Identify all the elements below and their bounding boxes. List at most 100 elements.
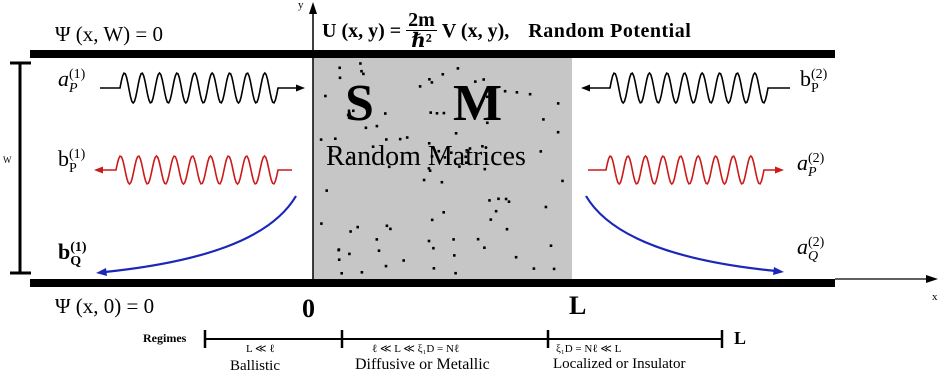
impurity-dot bbox=[539, 150, 543, 153]
impurity-dot bbox=[429, 111, 432, 114]
impurity-dot bbox=[482, 78, 485, 81]
impurity-dot bbox=[428, 169, 432, 172]
impurity-dot bbox=[544, 205, 548, 209]
impurity-dot bbox=[430, 81, 434, 84]
impurity-dot bbox=[488, 199, 491, 202]
origin-label: 0 bbox=[302, 294, 315, 323]
transmitted-wave-right bbox=[588, 154, 776, 186]
y-axis-label: y bbox=[298, 0, 304, 11]
impurity-dot bbox=[352, 109, 355, 113]
impurity-dot bbox=[346, 113, 350, 117]
impurity-dot bbox=[465, 149, 468, 152]
impurity-dot bbox=[338, 76, 342, 80]
impurity-dot bbox=[464, 155, 467, 159]
reflected-wave-left-arrow bbox=[94, 166, 103, 174]
incoming-wave-left bbox=[100, 71, 297, 105]
impurity-dot bbox=[324, 94, 327, 98]
regime-scale-end-label: L bbox=[734, 328, 747, 348]
impurity-dot bbox=[340, 272, 343, 275]
top-wall bbox=[30, 50, 835, 58]
impurity-dot bbox=[377, 249, 381, 252]
impurity-dot bbox=[505, 227, 509, 231]
impurity-dot bbox=[418, 85, 422, 88]
impurity-dot bbox=[422, 178, 426, 182]
impurity-dot bbox=[398, 137, 402, 141]
impurity-dot bbox=[435, 112, 439, 115]
impurity-dot bbox=[405, 136, 409, 139]
impurity-dot bbox=[432, 267, 436, 270]
impurity-dot bbox=[375, 238, 379, 241]
impurity-dot bbox=[552, 267, 556, 271]
impurity-dot bbox=[349, 230, 352, 233]
impurity-dot bbox=[504, 197, 508, 201]
impurity-dot bbox=[464, 161, 468, 164]
evanescent-mode-right-arrow bbox=[773, 267, 784, 275]
impurity-dot bbox=[474, 80, 477, 83]
regime-name-diffusive: Diffusive or Metallic bbox=[355, 356, 490, 373]
impurity-dot bbox=[427, 142, 431, 145]
regime-condition-diffusive: ℓ ≪ L ≪ ξ₁D = Nℓ bbox=[372, 343, 460, 355]
impurity-dot bbox=[360, 271, 364, 274]
x-axis-label: x bbox=[932, 291, 938, 303]
impurity-dot bbox=[338, 66, 341, 70]
impurity-dot bbox=[515, 91, 519, 94]
impurity-dot bbox=[360, 69, 363, 73]
impurity-dot bbox=[453, 254, 456, 257]
impurity-dot bbox=[542, 118, 545, 121]
impurity-dot bbox=[427, 167, 431, 170]
top-boundary-condition: Ψ (x, W) = 0 bbox=[55, 22, 164, 46]
regime-condition-ballistic: L ≪ ℓ bbox=[246, 343, 275, 355]
bottom-boundary-condition: Ψ (x, 0) = 0 bbox=[55, 294, 155, 318]
impurity-dot bbox=[385, 138, 388, 141]
regime-name-localized: Localized or Insulator bbox=[553, 356, 686, 372]
impurity-dot bbox=[483, 167, 487, 171]
incoming-wave-right bbox=[589, 71, 790, 105]
left-evanescent-amplitude: b (1) Q bbox=[58, 239, 87, 269]
potential-fraction: 2m ℏ² bbox=[406, 10, 437, 51]
impurity-dot bbox=[458, 165, 461, 168]
incoming-wave-right-arrow bbox=[581, 84, 590, 92]
left-reflected-amplitude: b (1) P bbox=[58, 146, 86, 176]
y-axis-arrow bbox=[309, 2, 317, 14]
impurity-dot bbox=[362, 72, 365, 76]
evanescent-mode-left-arrow bbox=[96, 268, 107, 276]
bottom-wall bbox=[30, 279, 835, 287]
impurity-dot bbox=[454, 132, 458, 135]
impurity-dot bbox=[442, 211, 445, 214]
impurity-dot bbox=[556, 102, 560, 105]
right-incoming-amplitude: b (2) P bbox=[800, 66, 828, 96]
right-transmitted-amplitude: a (2) P bbox=[797, 150, 825, 180]
impurity-dot bbox=[430, 155, 434, 158]
impurity-dot bbox=[528, 92, 532, 96]
potential-lhs: U (x, y) = bbox=[322, 19, 402, 42]
potential-numerator: 2m bbox=[406, 9, 437, 31]
m-matrix-letter: M bbox=[453, 75, 503, 132]
impurity-dot bbox=[441, 73, 445, 76]
impurity-dot bbox=[337, 248, 340, 252]
impurity-dot bbox=[356, 225, 359, 229]
impurity-dot bbox=[549, 244, 553, 247]
impurity-dot bbox=[319, 138, 323, 141]
impurity-dot bbox=[456, 67, 460, 70]
impurity-dot bbox=[443, 156, 447, 159]
impurity-dot bbox=[384, 112, 387, 115]
width-label: W bbox=[3, 155, 12, 165]
impurity-dot bbox=[402, 259, 405, 262]
regime-name-ballistic: Ballistic bbox=[230, 358, 280, 374]
impurity-dot bbox=[427, 239, 431, 243]
impurity-dot bbox=[384, 264, 388, 268]
x-axis-arrow bbox=[926, 275, 938, 283]
impurity-dot bbox=[489, 218, 493, 221]
impurity-dot bbox=[348, 252, 351, 256]
impurity-dot bbox=[437, 149, 441, 153]
impurity-dot bbox=[483, 246, 486, 249]
evanescent-mode-left bbox=[104, 195, 297, 274]
right-evanescent-amplitude: a (2) Q bbox=[797, 234, 825, 264]
impurity-dot bbox=[359, 62, 362, 65]
impurity-dot bbox=[334, 137, 337, 140]
regimes-title: Regimes bbox=[143, 331, 187, 345]
potential-denominator: ℏ² bbox=[411, 30, 432, 52]
evanescent-mode-right bbox=[585, 195, 777, 273]
impurity-dot bbox=[452, 238, 455, 241]
impurity-dots bbox=[319, 62, 564, 275]
